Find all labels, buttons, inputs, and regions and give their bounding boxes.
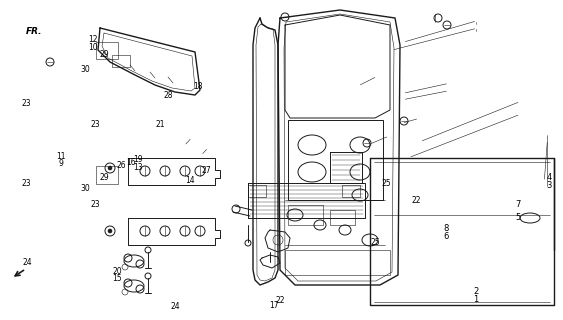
Text: 12: 12 [88, 35, 97, 44]
Text: 10: 10 [88, 43, 98, 52]
Text: 25: 25 [382, 179, 392, 188]
Text: 11: 11 [56, 152, 65, 161]
Bar [112, 55, 130, 67]
Text: 17: 17 [269, 301, 279, 310]
Bar [330, 210, 355, 225]
Bar [288, 120, 383, 200]
Circle shape [108, 229, 112, 233]
Text: 29: 29 [99, 173, 109, 182]
Text: 1: 1 [473, 295, 479, 304]
Text: 18: 18 [194, 82, 203, 91]
Bar [96, 166, 118, 184]
Bar [285, 250, 390, 275]
Bar [248, 185, 266, 197]
Text: 30: 30 [81, 184, 91, 193]
Text: 23: 23 [21, 99, 31, 108]
Text: 25: 25 [370, 238, 380, 247]
Circle shape [108, 166, 112, 170]
Text: 24: 24 [22, 258, 32, 267]
Text: 5: 5 [515, 213, 521, 222]
Text: 23: 23 [91, 120, 101, 129]
Text: 3: 3 [546, 181, 552, 190]
Text: 21: 21 [156, 120, 165, 129]
Bar [342, 185, 360, 197]
Text: 19: 19 [133, 156, 143, 164]
Text: FR.: FR. [25, 28, 42, 36]
Bar [96, 42, 118, 59]
Text: 16: 16 [126, 158, 136, 167]
Text: 22: 22 [412, 196, 421, 205]
Text: 8: 8 [444, 224, 449, 233]
Text: 6: 6 [444, 232, 449, 241]
Bar [288, 205, 323, 225]
Text: 14: 14 [185, 176, 195, 185]
Text: 27: 27 [202, 166, 212, 175]
Text: 24: 24 [171, 302, 181, 311]
Text: 22: 22 [276, 296, 285, 305]
Text: 28: 28 [163, 92, 172, 100]
Text: 7: 7 [515, 200, 521, 209]
Text: 4: 4 [546, 173, 552, 182]
Text: 29: 29 [99, 50, 109, 59]
Text: 9: 9 [59, 159, 63, 168]
Text: 23: 23 [91, 200, 101, 209]
Text: 13: 13 [133, 163, 143, 172]
Text: 2: 2 [473, 287, 479, 296]
Text: 26: 26 [117, 161, 127, 170]
Text: 20: 20 [112, 267, 122, 276]
Text: 30: 30 [81, 65, 91, 74]
Text: 15: 15 [112, 274, 122, 283]
Text: 23: 23 [21, 179, 31, 188]
